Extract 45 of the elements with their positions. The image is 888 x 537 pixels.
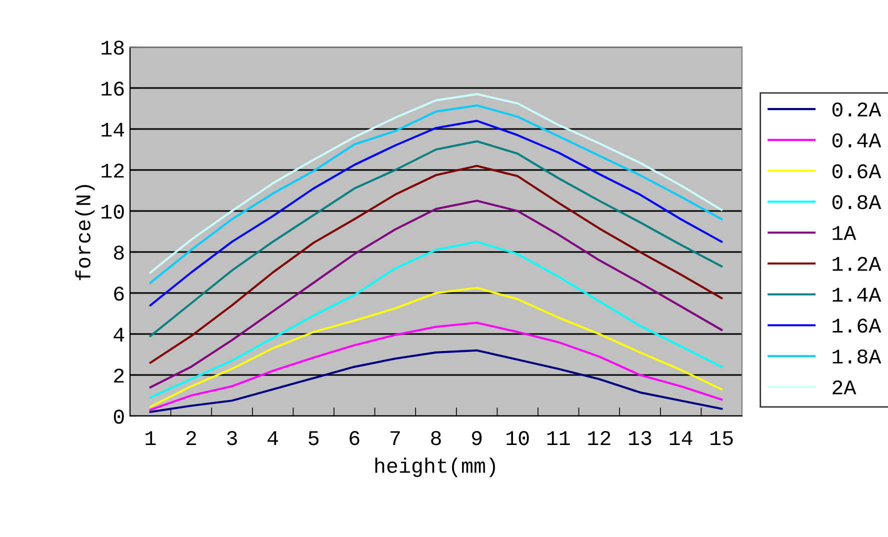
- y-tick-label: 6: [114, 286, 124, 301]
- x-tick-label: 6: [350, 431, 360, 446]
- x-tick-label: 12: [588, 431, 610, 445]
- x-tick-label: 7: [390, 431, 400, 445]
- x-tick-label: 11: [547, 431, 570, 445]
- x-tick-label: 9: [472, 431, 482, 446]
- y-tick-label: 16: [102, 82, 124, 96]
- x-tick-label: 8: [431, 431, 441, 446]
- x-tick-label: 2: [186, 431, 196, 445]
- legend-label: 2A: [832, 380, 856, 394]
- line-series: [149, 322, 723, 411]
- legend-label: 0.8A: [832, 195, 882, 210]
- y-tick-label: 18: [102, 40, 124, 55]
- x-tick-label: 14: [670, 431, 692, 445]
- line-series: [149, 200, 723, 388]
- line-series: [149, 120, 723, 306]
- line-series: [149, 240, 723, 399]
- legend-label: 0.6A: [832, 164, 882, 178]
- line-series: [149, 286, 723, 408]
- legend-label: 1.4A: [832, 288, 882, 302]
- y-axis-title: force(N): [75, 184, 95, 280]
- y-tick-label: 12: [102, 164, 124, 178]
- y-tick-label: 4: [114, 328, 124, 342]
- y-tick-label: 8: [114, 246, 124, 260]
- legend-label: 1.6A: [832, 318, 882, 333]
- y-tick-label: 2: [114, 368, 124, 383]
- x-tick-label: 1: [146, 431, 156, 445]
- line-series: [149, 140, 723, 338]
- x-tick-label: 5: [308, 431, 319, 446]
- y-tick-label: 0: [114, 410, 124, 424]
- x-tick-label: 4: [268, 431, 278, 445]
- y-tick-label: 14: [102, 122, 124, 137]
- legend-label: 1.8A: [832, 349, 882, 364]
- legend-label: 1.2A: [832, 256, 882, 271]
- line-series: [149, 349, 723, 413]
- line-series: [149, 164, 723, 364]
- legend-label: 0.2A: [832, 102, 882, 117]
- x-tick-label: 10: [506, 431, 529, 446]
- legend-label: 0.4A: [832, 133, 882, 148]
- x-axis-title: height(mm): [375, 458, 496, 478]
- x-tick-label: 15: [710, 431, 733, 446]
- y-tick-label: 10: [102, 204, 124, 219]
- legend-label: 1A: [832, 226, 856, 240]
- x-tick-label: 3: [227, 431, 237, 446]
- x-tick-label: 13: [629, 431, 652, 446]
